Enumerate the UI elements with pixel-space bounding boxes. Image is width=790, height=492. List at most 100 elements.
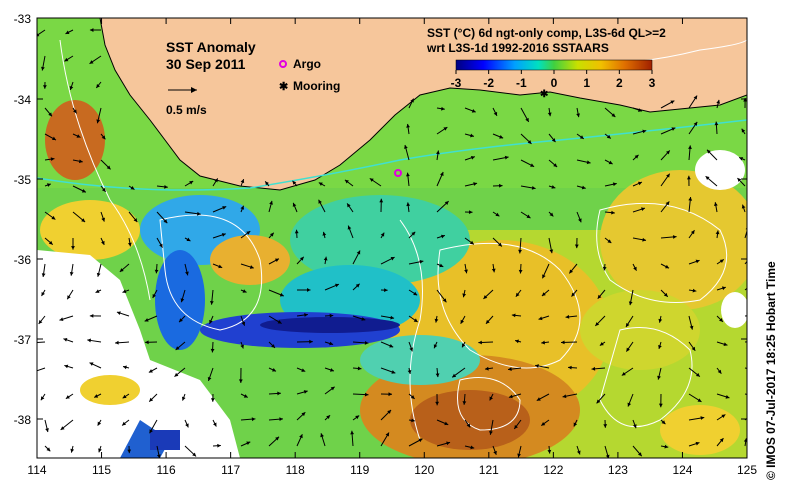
velocity-arrow-icon [122, 393, 130, 399]
velocity-arrow-icon [436, 419, 449, 426]
velocity-arrow-icon [513, 419, 522, 430]
velocity-arrow-icon [350, 430, 355, 447]
velocity-arrow-icon [451, 367, 466, 378]
velocity-arrow-icon [738, 156, 746, 161]
velocity-arrow-icon [576, 107, 580, 118]
velocity-arrow-icon [72, 107, 77, 114]
velocity-arrow-icon [296, 313, 308, 317]
velocity-arrow-icon [716, 286, 727, 291]
velocity-arrow-icon [352, 415, 360, 421]
velocity-arrow-icon [716, 341, 728, 347]
velocity-arrow-icon [292, 180, 298, 187]
velocity-arrow-icon [541, 419, 550, 426]
velocity-arrow-icon [436, 441, 451, 447]
velocity-arrow-icon [547, 107, 552, 117]
velocity-arrow-icon [464, 445, 475, 450]
velocity-arrow-icon [492, 155, 509, 161]
colorbar-title-1: SST (°C) 6d ngt-only comp, L3S-6d QL>=2 [427, 26, 666, 40]
velocity-arrow-icon [632, 445, 643, 457]
velocity-arrow-icon [514, 339, 522, 344]
scale-label: 0.5 m/s [166, 103, 207, 117]
velocity-arrow-icon [318, 199, 326, 213]
velocity-arrow-icon [627, 393, 634, 407]
velocity-arrow-icon [492, 107, 498, 117]
velocity-arrow-icon [406, 172, 410, 187]
velocity-arrow-icon [511, 313, 522, 318]
velocity-arrow-icon [100, 211, 105, 222]
colorbar-tick-label: 3 [649, 76, 656, 90]
x-tick-label: 124 [672, 463, 692, 477]
plot-frame [36, 17, 748, 459]
velocity-arrow-icon [89, 362, 102, 369]
velocity-arrow-icon [492, 237, 503, 247]
velocity-arrow-icon [296, 390, 308, 395]
velocity-arrow-icon [240, 441, 251, 447]
velocity-arrow-icon [408, 231, 416, 239]
velocity-arrow-icon [346, 203, 354, 213]
velocity-arrow-icon [489, 419, 494, 435]
velocity-arrow-icon [548, 133, 556, 143]
velocity-arrow-icon [268, 436, 280, 447]
velocity-arrow-icon [98, 445, 102, 453]
velocity-arrow-icon [209, 289, 214, 305]
velocity-arrow-icon [591, 366, 606, 371]
velocity-arrow-icon [436, 171, 444, 187]
velocity-arrow-icon [324, 386, 335, 395]
velocity-arrow-icon [210, 393, 215, 402]
velocity-arrow-icon [741, 204, 746, 213]
velocity-arrow-icon [64, 55, 74, 62]
velocity-arrow-icon [122, 289, 130, 294]
velocity-arrow-icon [462, 393, 467, 405]
velocity-arrow-icon [87, 338, 102, 343]
argo-marker-icon [279, 60, 287, 68]
velocity-arrow-icon [603, 419, 608, 428]
velocity-arrow-icon [547, 445, 552, 454]
velocity-arrow-icon [434, 315, 439, 323]
velocity-arrow-icon [571, 289, 578, 297]
velocity-arrow-icon [686, 175, 691, 187]
colorbar-tick-label: 0 [551, 76, 558, 90]
velocity-arrow-icon [632, 263, 637, 271]
velocity-arrow-icon [175, 341, 186, 351]
velocity-arrow-icon [100, 159, 111, 170]
velocity-arrow-icon [344, 179, 354, 187]
velocity-arrow-icon [517, 445, 522, 458]
velocity-arrow-icon [688, 145, 692, 161]
velocity-arrow-icon [744, 287, 747, 291]
velocity-arrow-icon [632, 129, 647, 135]
velocity-arrow-icon [541, 289, 550, 297]
velocity-arrow-icon [268, 289, 284, 297]
velocity-arrow-icon [41, 289, 46, 297]
y-tick-label: -38 [14, 413, 32, 427]
velocity-arrow-icon [688, 441, 700, 447]
velocity-arrow-icon [154, 263, 159, 274]
velocity-arrow-icon [576, 159, 591, 165]
velocity-arrow-icon [483, 289, 494, 300]
velocity-arrow-icon [565, 314, 578, 319]
scale-arrow-icon [168, 87, 197, 93]
velocity-arrow-icon [632, 107, 643, 112]
velocity-arrow-icon [520, 185, 536, 190]
velocity-arrow-icon [89, 28, 102, 32]
velocity-arrow-icon [716, 99, 721, 109]
velocity-arrow-icon [604, 182, 617, 187]
velocity-arrow-icon [688, 393, 702, 403]
velocity-arrow-icon [737, 177, 746, 187]
velocity-arrow-icon [178, 315, 186, 323]
velocity-arrow-icon [688, 367, 701, 378]
velocity-arrow-icon [632, 154, 639, 161]
velocity-arrow-icon [464, 107, 476, 113]
velocity-arrow-icon [296, 411, 306, 421]
velocity-arrow-icon [380, 315, 395, 320]
velocity-arrow-icon [369, 177, 382, 187]
velocity-arrow-icon [292, 202, 298, 213]
velocity-arrow-icon [59, 315, 74, 322]
velocity-arrow-icon [184, 445, 197, 457]
velocity-arrow-icon [212, 178, 219, 187]
velocity-arrow-icon [625, 341, 634, 352]
velocity-arrow-icon [41, 263, 46, 278]
velocity-arrow-icon [380, 432, 390, 447]
velocity-arrow-icon [268, 258, 280, 265]
velocity-arrow-icon [604, 445, 610, 458]
credit-text: © IMOS 07-Jul-2017 18:25 Hobart Time [764, 261, 778, 480]
